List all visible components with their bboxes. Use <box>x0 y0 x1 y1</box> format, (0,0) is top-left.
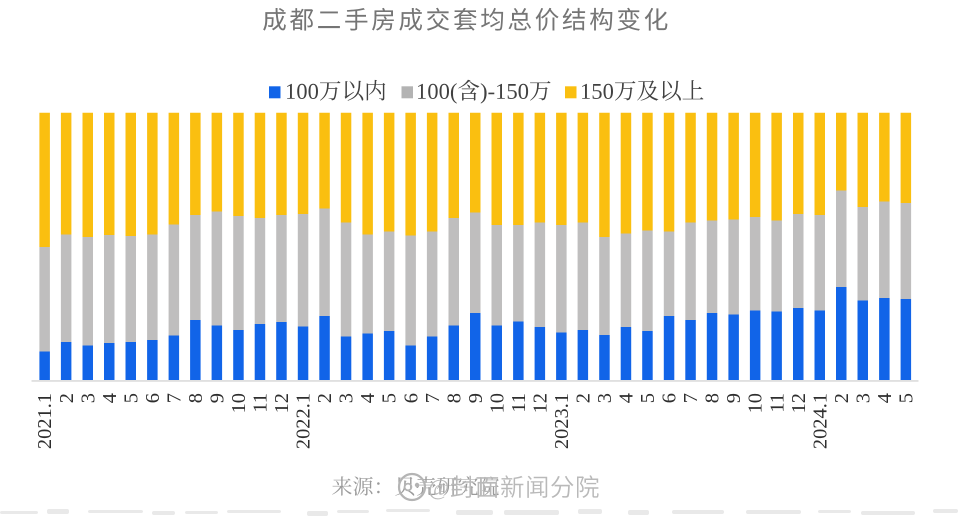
svg-text:8: 8 <box>443 393 465 403</box>
svg-text:10: 10 <box>228 393 250 413</box>
svg-text:6: 6 <box>142 393 164 403</box>
svg-text:9: 9 <box>723 393 745 403</box>
svg-text:11: 11 <box>508 393 530 413</box>
svg-text:10: 10 <box>745 393 767 413</box>
svg-text:2023.1: 2023.1 <box>551 393 573 449</box>
svg-text:11: 11 <box>250 393 272 413</box>
svg-text:4: 4 <box>357 393 379 403</box>
svg-text:10: 10 <box>486 393 508 413</box>
svg-text:8: 8 <box>185 393 207 403</box>
svg-text:12: 12 <box>529 393 551 413</box>
svg-text:2: 2 <box>314 393 336 403</box>
svg-text:2: 2 <box>56 393 78 403</box>
svg-text:3: 3 <box>336 393 358 403</box>
svg-text:4: 4 <box>99 393 121 403</box>
svg-text:2024.1: 2024.1 <box>809 393 831 449</box>
svg-text:3: 3 <box>594 393 616 403</box>
svg-text:5: 5 <box>896 393 918 403</box>
svg-text:5: 5 <box>379 393 401 403</box>
svg-text:7: 7 <box>422 393 444 403</box>
svg-text:3: 3 <box>852 393 874 403</box>
svg-text:2: 2 <box>573 393 595 403</box>
svg-text:11: 11 <box>766 393 788 413</box>
svg-text:6: 6 <box>400 393 422 403</box>
svg-text:5: 5 <box>637 393 659 403</box>
svg-text:7: 7 <box>680 393 702 403</box>
svg-text:8: 8 <box>702 393 724 403</box>
svg-text:12: 12 <box>788 393 810 413</box>
svg-text:2022.1: 2022.1 <box>293 393 315 449</box>
svg-text:4: 4 <box>616 393 638 403</box>
svg-text:2: 2 <box>831 393 853 403</box>
svg-text:12: 12 <box>271 393 293 413</box>
svg-text:9: 9 <box>207 393 229 403</box>
svg-text:6: 6 <box>659 393 681 403</box>
svg-text:7: 7 <box>163 393 185 403</box>
svg-text:4: 4 <box>874 393 896 403</box>
svg-text:3: 3 <box>77 393 99 403</box>
svg-text:2021.1: 2021.1 <box>34 393 56 449</box>
svg-text:9: 9 <box>465 393 487 403</box>
svg-text:5: 5 <box>120 393 142 403</box>
